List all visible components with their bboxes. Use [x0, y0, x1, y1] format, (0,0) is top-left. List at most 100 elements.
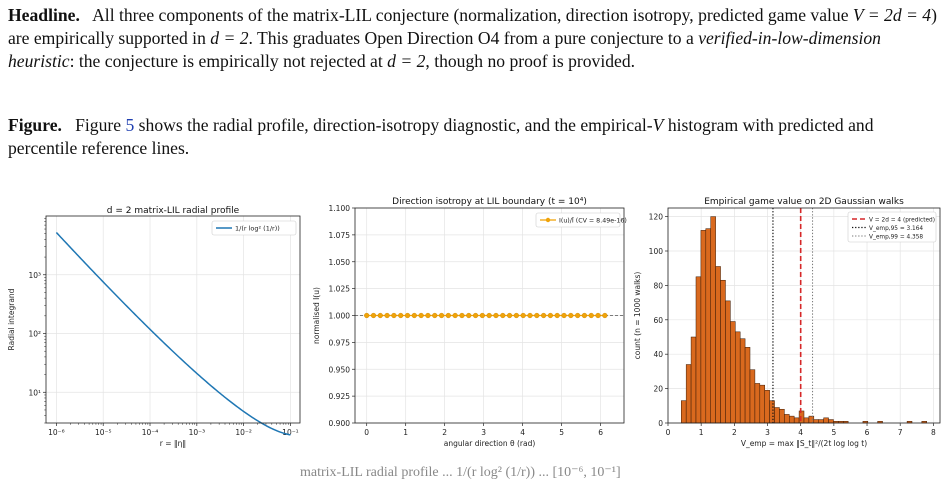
tick-label-x: 3	[765, 428, 770, 437]
tick-label-y: 10²	[28, 330, 41, 339]
legend-label: V_emp,95 = 3.164	[869, 226, 923, 232]
data-point	[561, 312, 567, 319]
histogram-bar	[739, 338, 746, 424]
legend-label: V = 2d = 4 (predicted)	[869, 217, 935, 223]
figure-reference-link[interactable]: 5	[125, 115, 135, 135]
data-point	[438, 312, 445, 319]
y-axis-label: normalised I(u)	[312, 287, 321, 344]
chart-radial-profile: 10⁻⁶ 10⁻⁵ 10⁻⁴ 10⁻³ 10⁻² 10⁻¹ 10¹ 10² 10³ 1/(r lo…	[7, 206, 301, 448]
tick-label-x: 1	[699, 428, 704, 437]
data-point	[568, 312, 574, 319]
headline-math-1: V = 2d = 4	[852, 5, 932, 25]
figure-lead: Figure.	[8, 115, 62, 135]
data-point	[595, 312, 601, 319]
histogram-bar	[808, 415, 815, 424]
histogram-bar	[725, 300, 731, 424]
tick-label-x: 4	[798, 428, 803, 437]
tick-label-x: 10⁻²	[235, 428, 252, 437]
tick-label-y: 80	[653, 281, 663, 290]
histogram-bar	[789, 415, 795, 424]
tick-label-x: 0	[364, 428, 369, 437]
chart-title: Direction isotropy at LIL boundary (t = …	[392, 197, 587, 207]
tick-label-x: 10⁻⁵	[95, 428, 112, 437]
tick-label-y: 10³	[28, 271, 41, 280]
tick-label-y: 0.950	[329, 365, 351, 374]
tick-label-x: 10⁻¹	[282, 428, 299, 437]
tick-label-y: 1.050	[329, 258, 351, 267]
data-point	[384, 312, 390, 319]
histogram-bar	[754, 383, 761, 424]
histogram-bar	[715, 266, 721, 424]
headline-paragraph: Headline. All three components of the ma…	[8, 4, 942, 73]
headline-math-2: d = 2	[210, 28, 249, 48]
tick-label-y: 0.900	[329, 419, 351, 428]
axes-frame-2	[354, 207, 625, 424]
figure-panels: 10⁻⁶ 10⁻⁵ 10⁻⁴ 10⁻³ 10⁻² 10⁻¹ 10¹ 10² 10³ 1/(r lo…	[7, 197, 941, 448]
tick-label-x: 0	[666, 428, 671, 437]
x-axis-label: angular direction θ (rad)	[444, 439, 536, 448]
tick-label-x: 2	[732, 428, 737, 437]
data-point	[534, 312, 540, 319]
legend-label: V_emp,99 = 4.358	[869, 234, 923, 240]
data-point	[445, 312, 451, 319]
histogram-bar	[793, 417, 800, 424]
tick-label-x: 6	[865, 428, 870, 437]
histogram-bar	[764, 390, 770, 424]
tick-label-y: 0.925	[329, 392, 351, 401]
histogram-bar	[769, 400, 775, 424]
data-point	[391, 312, 397, 319]
data-point	[472, 312, 479, 319]
histogram-bar	[784, 414, 790, 424]
data-point	[398, 312, 404, 319]
chart-direction-isotropy: 0 1 2 3 4 5 6 0.900 0.925 0.950 0.975 1.000 1.025 1.0…	[312, 197, 627, 448]
figure-caption-cutoff: matrix-LIL radial profile ... 1/(r log² …	[300, 465, 621, 480]
tick-label-x: 1	[403, 428, 408, 437]
data-point	[602, 312, 608, 319]
data-point	[486, 312, 492, 319]
data-point	[541, 312, 547, 319]
data-point	[520, 312, 526, 319]
tick-label-x: 4	[520, 428, 525, 437]
histogram-bar	[749, 369, 756, 424]
tick-label-x: 2	[442, 428, 447, 437]
tick-label-y: 1.025	[329, 285, 351, 294]
tick-label-x: 10⁻⁴	[142, 428, 159, 437]
histogram-bar	[681, 400, 687, 424]
data-point	[513, 312, 519, 319]
tick-label-y: 1.075	[329, 231, 351, 240]
data-point	[493, 312, 499, 319]
histogram-bar	[798, 410, 805, 424]
legend-label: I(u)/Ī (CV = 8.49e-16)	[559, 216, 627, 225]
figure-text-3: histogram with predicted and percentile …	[8, 115, 874, 158]
figure-text-1: Figure	[75, 115, 122, 135]
figure-paragraph: Figure. Figure 5 shows the radial profil…	[8, 114, 942, 160]
tick-label-x: 6	[598, 428, 603, 437]
histogram-bar	[818, 419, 824, 424]
data-point	[554, 312, 560, 319]
data-point	[581, 312, 588, 319]
tick-label-y: 100	[649, 247, 664, 256]
axes-frame-3	[667, 207, 941, 424]
y-axis-label: count (n = 1000 walks)	[633, 272, 642, 360]
tick-label-x: 5	[831, 428, 836, 437]
tick-label-y: 10¹	[28, 388, 41, 397]
data-point	[432, 312, 438, 319]
tick-label-x: 3	[481, 428, 486, 437]
headline-text-1: All three components of the matrix-LIL c…	[92, 5, 849, 25]
histogram-bar	[705, 228, 711, 424]
data-point	[588, 312, 594, 319]
headline-text-5: , though no proof is provided.	[425, 51, 636, 71]
tick-label-y: 20	[653, 385, 663, 394]
legend-box	[211, 220, 297, 236]
histogram-bar	[735, 331, 741, 424]
x-axis-label: V_emp = max ‖S_t‖²/(2t log log t)	[741, 439, 867, 448]
legend-label: 1/(r log² (1/r))	[235, 225, 280, 233]
histogram-bar	[779, 408, 785, 424]
x-axis-label: r = ‖η‖	[160, 439, 186, 448]
histogram-bar	[828, 419, 834, 424]
y-axis-label: Radial integrand	[7, 288, 16, 350]
series-line-radial	[55, 231, 291, 436]
headline-math-3: d = 2	[387, 51, 426, 71]
data-point	[459, 312, 465, 319]
